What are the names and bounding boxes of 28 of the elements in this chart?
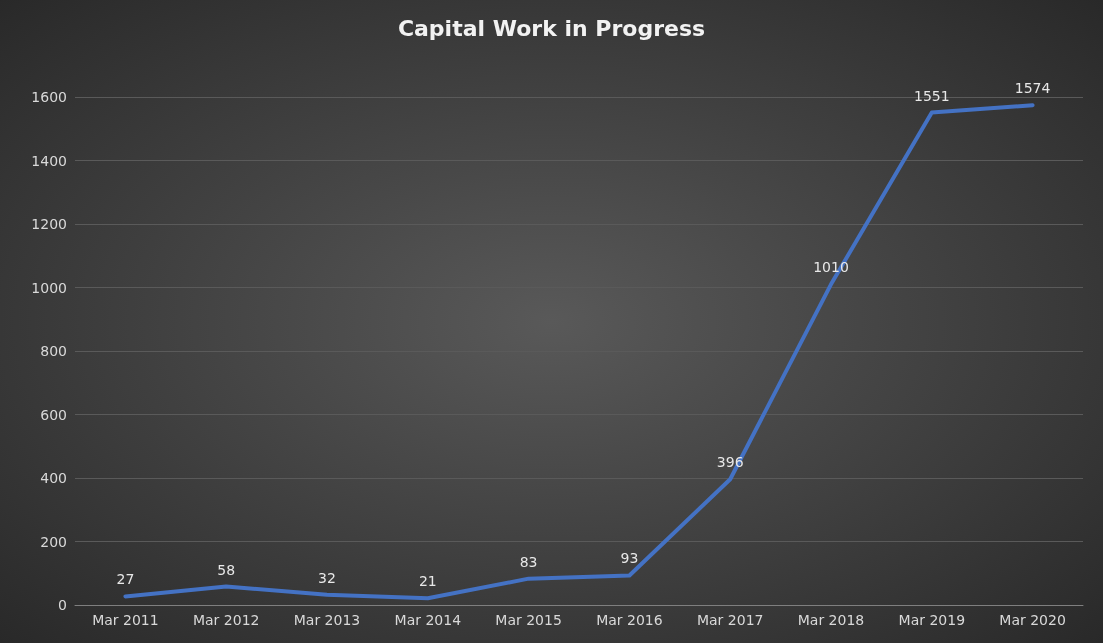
data-label: 93 (620, 550, 639, 567)
x-tick-label: Mar 2017 (696, 612, 764, 628)
y-tick-label: 0 (58, 597, 67, 613)
x-tick-label: Mar 2015 (495, 612, 562, 628)
x-tick-label: Mar 2018 (797, 612, 865, 628)
x-tick-label: Mar 2013 (293, 612, 361, 628)
x-tick-label: Mar 2019 (898, 612, 966, 628)
data-label: 1551 (913, 87, 950, 104)
x-tick-label: Mar 2011 (92, 612, 159, 628)
x-tick-label: Mar 2014 (394, 612, 462, 628)
data-label: 1574 (1014, 80, 1051, 97)
data-label: 83 (519, 553, 538, 570)
x-tick-label: Mar 2012 (192, 612, 260, 628)
data-label: 32 (318, 569, 336, 586)
y-tick-label: 200 (40, 533, 67, 550)
y-tick-label: 1600 (31, 89, 67, 105)
x-tick-label: Mar 2020 (999, 612, 1066, 628)
data-label: 21 (418, 573, 437, 590)
y-tick-label: 1200 (31, 216, 67, 232)
y-tick-label: 1400 (31, 152, 67, 169)
data-label: 58 (217, 561, 236, 578)
chart-title: Capital Work in Progress (397, 15, 706, 41)
y-tick-label: 800 (40, 343, 67, 359)
data-label: 27 (116, 571, 135, 588)
y-tick-label: 1000 (31, 279, 67, 296)
y-tick-label: 600 (40, 406, 67, 423)
y-tick-label: 400 (40, 470, 67, 486)
x-tick-label: Mar 2016 (596, 612, 663, 628)
